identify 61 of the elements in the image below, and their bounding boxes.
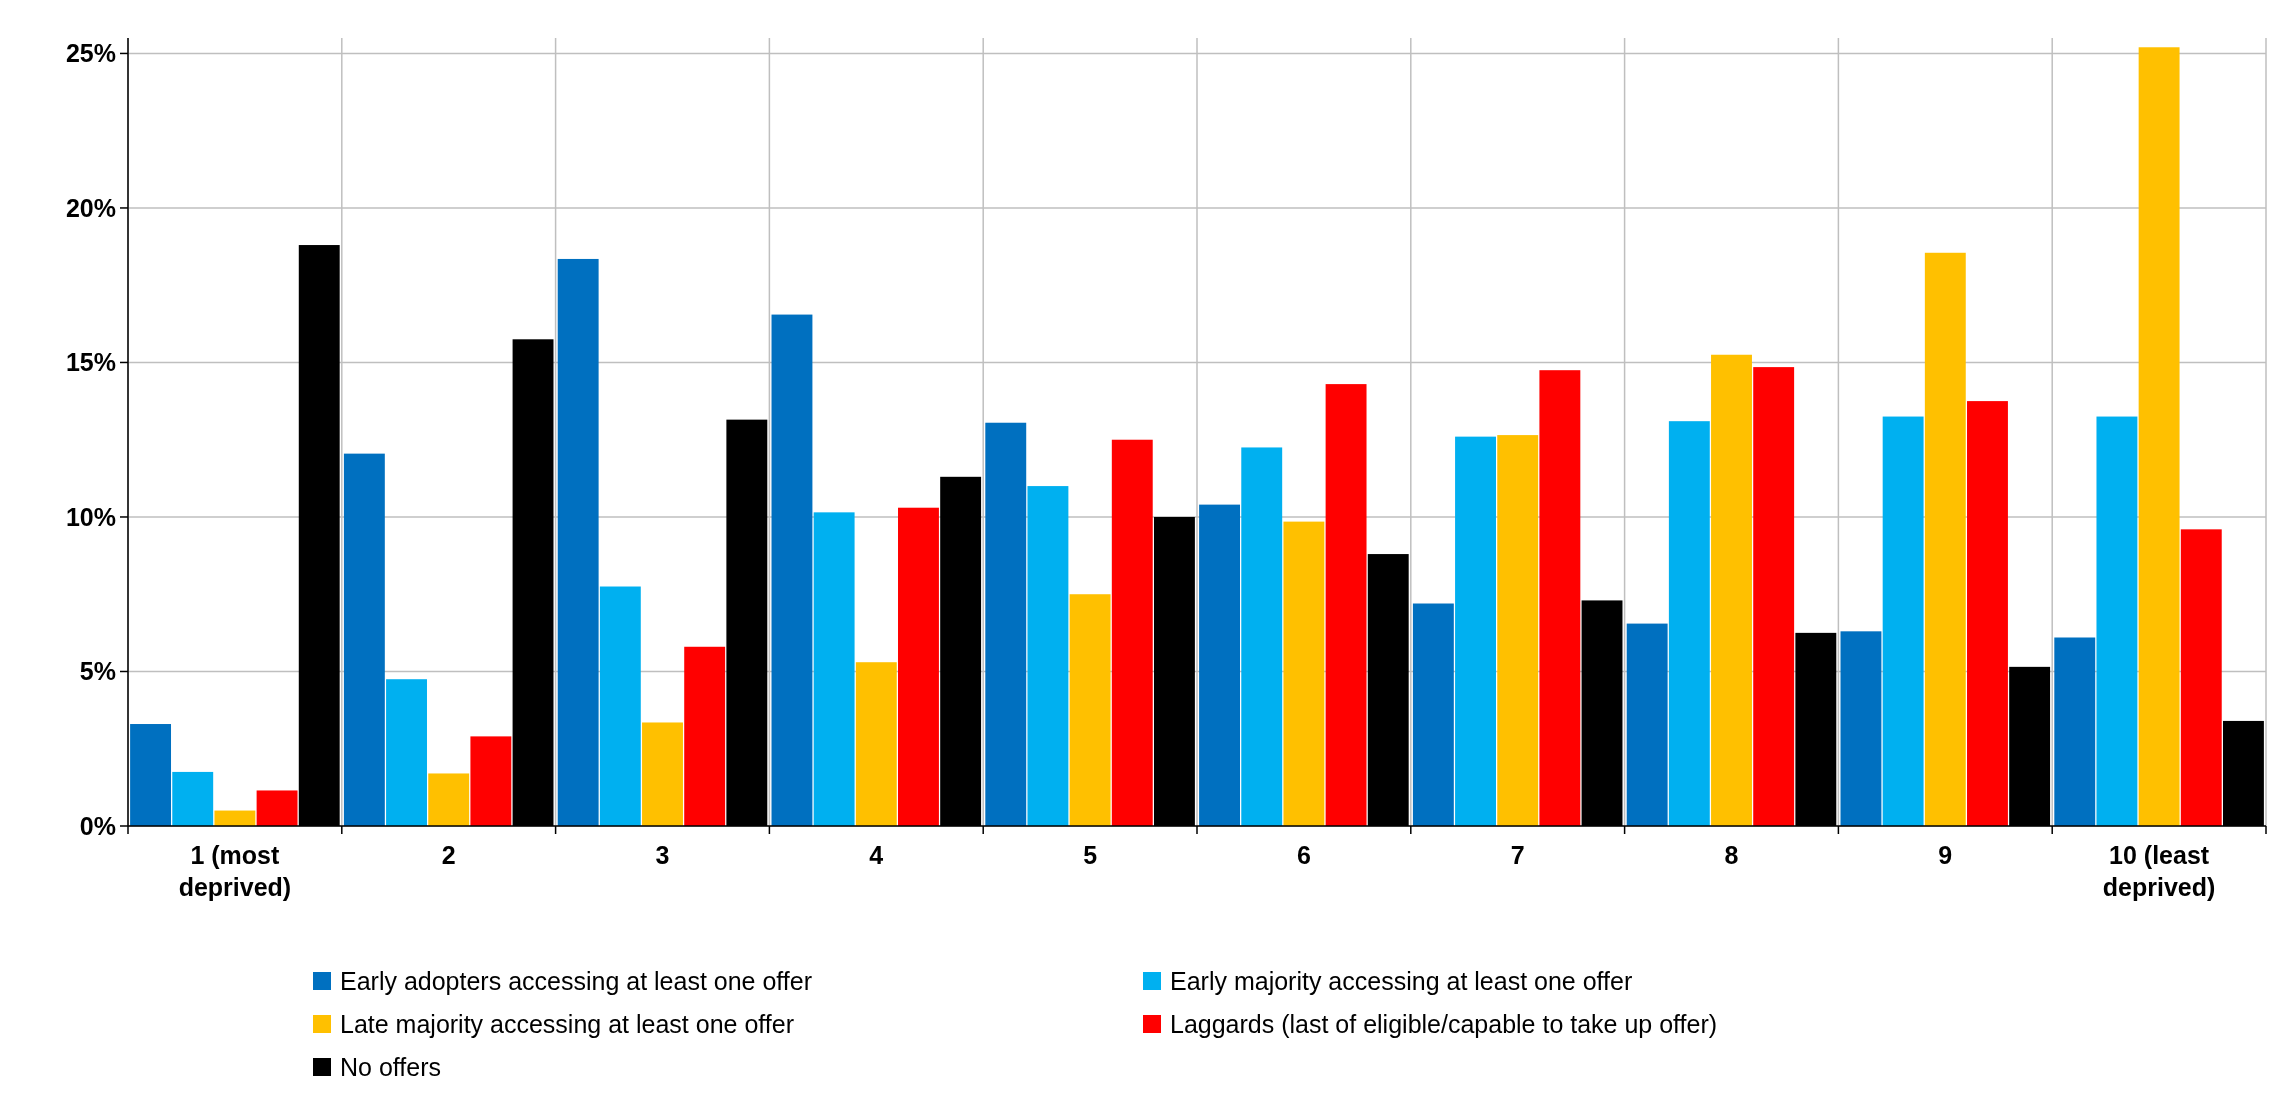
bar bbox=[1199, 504, 1241, 826]
legend-label: Early majority accessing at least one offer bbox=[1170, 966, 1633, 995]
bar bbox=[1626, 623, 1668, 826]
bar bbox=[470, 736, 512, 826]
bar bbox=[557, 258, 599, 826]
bar bbox=[1967, 401, 2008, 826]
y-tick-label: 0% bbox=[79, 811, 116, 840]
bar bbox=[684, 646, 726, 826]
legend-label: Early adopters accessing at least one offer bbox=[340, 966, 813, 995]
bar bbox=[2054, 637, 2096, 826]
bar bbox=[256, 790, 298, 826]
legend-label: Late majority accessing at least one offer bbox=[340, 1009, 794, 1038]
bar bbox=[1497, 435, 1539, 826]
bar bbox=[599, 586, 641, 826]
x-tick-label: 10 (least deprived) bbox=[2102, 841, 2216, 901]
x-tick-label: 9 bbox=[1938, 841, 1953, 869]
bar bbox=[343, 453, 385, 826]
bar bbox=[214, 810, 256, 826]
bar bbox=[771, 314, 813, 826]
bar bbox=[2096, 416, 2138, 826]
y-tick-label: 25% bbox=[65, 39, 116, 68]
bar bbox=[855, 662, 897, 826]
legend-label: Laggards (last of eligible/capable to take up offer) bbox=[1170, 1009, 1718, 1038]
bar bbox=[985, 422, 1027, 826]
bar bbox=[1325, 384, 1367, 826]
bar bbox=[1539, 370, 1581, 826]
bar bbox=[1455, 436, 1496, 826]
x-tick-label: 2 bbox=[441, 841, 456, 869]
bar bbox=[1668, 421, 1710, 826]
bar bbox=[2138, 47, 2180, 826]
bar bbox=[428, 773, 470, 826]
bar bbox=[1027, 486, 1069, 826]
bar bbox=[386, 679, 427, 826]
y-tick-label: 10% bbox=[65, 502, 116, 531]
x-tick-label: 4 bbox=[869, 841, 884, 869]
bar bbox=[1711, 354, 1752, 826]
bar bbox=[898, 507, 939, 826]
bar bbox=[130, 724, 172, 826]
bar bbox=[1069, 594, 1111, 826]
bar bbox=[813, 512, 855, 826]
bar bbox=[1412, 603, 1454, 826]
x-tick-label: 7 bbox=[1510, 841, 1525, 869]
bar bbox=[1840, 631, 1882, 826]
bar bbox=[1882, 416, 1924, 826]
bar bbox=[1924, 252, 1966, 826]
bar bbox=[642, 722, 683, 826]
bar bbox=[2180, 529, 2222, 826]
y-tick-label: 15% bbox=[65, 348, 116, 377]
bar bbox=[172, 771, 214, 826]
bar bbox=[1283, 521, 1325, 826]
bar bbox=[1241, 447, 1283, 826]
x-tick-label: 3 bbox=[655, 841, 670, 869]
bar bbox=[1111, 439, 1153, 826]
x-tick-label: 1 (most deprived) bbox=[178, 841, 292, 901]
x-tick-label: 5 bbox=[1083, 841, 1098, 869]
y-tick-label: 5% bbox=[79, 657, 116, 686]
legend-label: No offers bbox=[340, 1052, 441, 1081]
y-tick-label: 20% bbox=[65, 193, 116, 222]
x-tick-label: 8 bbox=[1724, 841, 1739, 869]
x-tick-label: 6 bbox=[1296, 841, 1311, 869]
bar bbox=[1753, 367, 1795, 826]
